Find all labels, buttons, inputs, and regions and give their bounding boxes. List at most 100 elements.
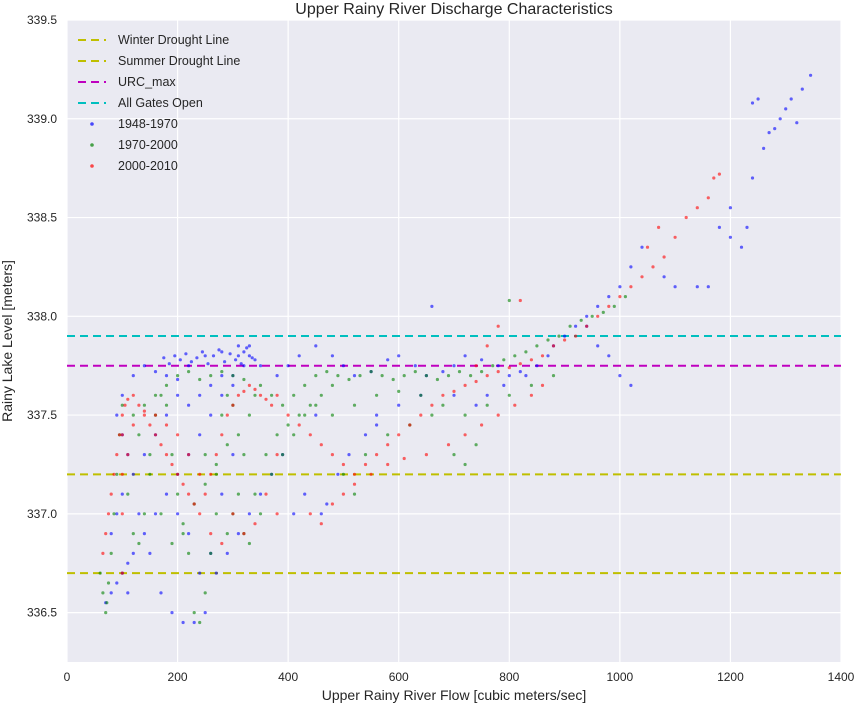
data-point [463, 383, 467, 387]
legend-point-swatch [90, 164, 94, 168]
data-point [192, 502, 196, 506]
data-point [264, 492, 268, 496]
legend-label: All Gates Open [118, 96, 203, 110]
data-point [391, 377, 395, 382]
data-point [176, 472, 180, 476]
data-point [209, 374, 213, 378]
data-point [375, 453, 379, 457]
data-point [214, 512, 218, 516]
data-point [386, 358, 390, 362]
data-point [485, 344, 489, 348]
data-point [319, 443, 323, 447]
data-point [809, 73, 813, 77]
data-point [535, 364, 539, 368]
data-point [253, 393, 257, 397]
data-point [123, 403, 127, 407]
data-point [112, 472, 116, 476]
data-point [159, 591, 163, 595]
data-point [220, 413, 224, 417]
data-point [236, 492, 240, 496]
x-tick-label: 1400 [828, 670, 855, 684]
data-point [131, 472, 135, 476]
data-point [209, 413, 213, 417]
x-tick-label: 600 [389, 670, 409, 684]
data-point [231, 383, 235, 387]
data-point [596, 314, 600, 318]
data-point [159, 512, 163, 516]
data-point [245, 346, 249, 350]
x-tick-label: 1000 [607, 670, 634, 684]
data-point [206, 362, 210, 366]
data-point [645, 245, 650, 249]
data-point [408, 423, 412, 427]
data-point [258, 512, 263, 516]
data-point [115, 512, 119, 516]
data-point [529, 358, 534, 362]
data-point [485, 403, 489, 407]
data-point [314, 374, 318, 378]
data-point [684, 215, 688, 220]
y-tick-label: 337.0 [27, 507, 57, 521]
data-point [209, 472, 213, 476]
data-point [236, 532, 240, 536]
data-point [131, 423, 135, 427]
data-point [109, 492, 113, 496]
data-point [281, 403, 285, 407]
data-point [314, 403, 318, 407]
data-point [341, 462, 345, 467]
data-point [142, 413, 146, 417]
data-point [176, 393, 180, 397]
data-point [187, 453, 191, 457]
data-point [209, 551, 213, 556]
data-point [518, 298, 522, 303]
data-point [474, 364, 478, 368]
data-point [120, 492, 124, 496]
data-point [148, 472, 152, 476]
data-point [585, 324, 589, 328]
data-point [507, 374, 511, 378]
data-point [198, 433, 202, 437]
data-point [258, 492, 263, 496]
data-point [397, 403, 401, 407]
data-point [225, 551, 229, 556]
data-point [352, 492, 357, 496]
data-point [142, 512, 146, 516]
data-point [162, 356, 166, 360]
data-point [513, 354, 517, 358]
data-point [502, 358, 506, 362]
data-point [203, 591, 207, 595]
data-point [474, 403, 478, 407]
data-point [173, 354, 177, 358]
data-point [142, 403, 146, 407]
data-point [264, 397, 268, 401]
data-point [314, 344, 318, 348]
data-point [167, 362, 171, 366]
data-point [258, 383, 263, 387]
data-point [236, 433, 240, 437]
data-point [352, 472, 357, 476]
data-point [258, 393, 263, 397]
data-point [402, 374, 406, 378]
chart-background [67, 20, 841, 662]
data-point [568, 324, 572, 328]
data-point [211, 354, 216, 358]
x-tick-label: 0 [64, 670, 71, 684]
data-point [358, 374, 362, 378]
data-point [159, 393, 163, 397]
reference-lines [67, 335, 841, 575]
data-point [618, 295, 622, 299]
data-point [618, 285, 622, 289]
data-point [137, 433, 141, 437]
data-point [662, 275, 666, 279]
data-point [164, 403, 169, 407]
data-point [198, 377, 202, 382]
data-point [187, 492, 191, 496]
data-point [596, 344, 600, 348]
data-point [375, 413, 379, 417]
data-point [474, 379, 478, 384]
x-tick-label: 400 [278, 670, 298, 684]
data-point [469, 374, 473, 378]
data-point [579, 318, 583, 322]
data-point [446, 374, 451, 378]
data-point [242, 532, 246, 536]
